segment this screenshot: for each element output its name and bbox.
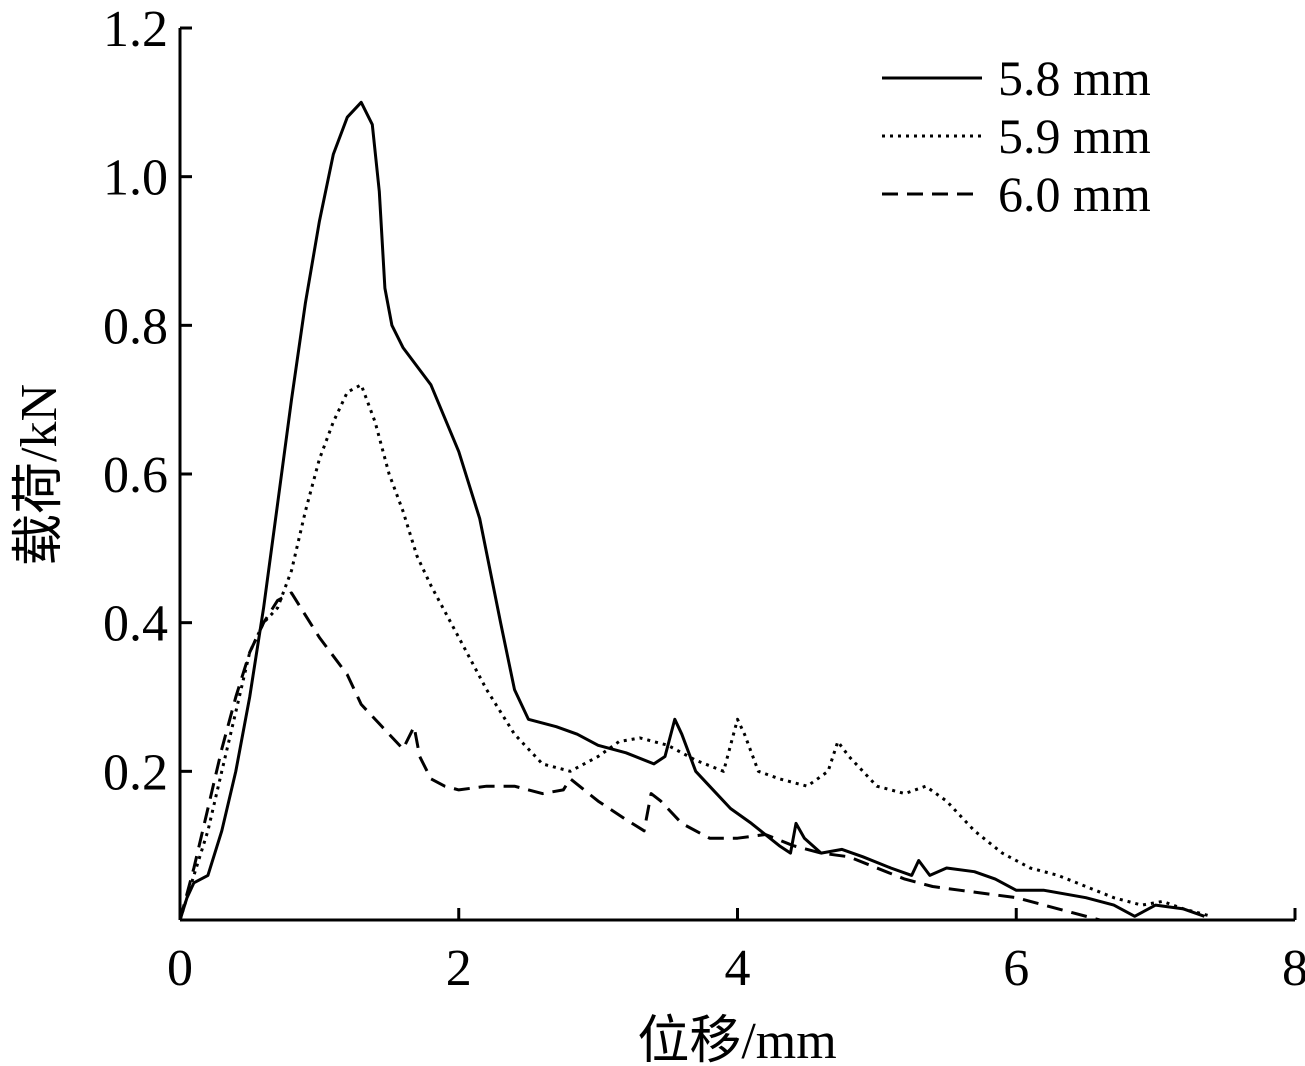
x-axis-title: 位移/mm bbox=[637, 1013, 836, 1066]
y-tick-label: 1.2 bbox=[103, 1, 168, 58]
x-tick-label: 0 bbox=[167, 940, 193, 997]
legend-label-2: 5.9 mm bbox=[998, 108, 1151, 164]
x-tick-label: 6 bbox=[1003, 940, 1029, 997]
y-tick-label: 0.8 bbox=[103, 298, 168, 355]
y-tick-label: 0.6 bbox=[103, 447, 168, 504]
y-tick-label: 1.0 bbox=[103, 150, 168, 207]
y-tick-label: 0.4 bbox=[103, 596, 168, 653]
y-tick-label: 0.2 bbox=[103, 744, 168, 801]
ticks bbox=[178, 26, 1297, 920]
plot-lines bbox=[178, 100, 1212, 922]
series-line-2 bbox=[178, 383, 1212, 921]
x-tick-label: 2 bbox=[446, 940, 472, 997]
x-tick-label: 8 bbox=[1282, 940, 1305, 997]
series-line-3 bbox=[178, 591, 1101, 922]
y-axis-title: 载荷/kN bbox=[11, 384, 68, 566]
legend: 5.8 mm5.9 mm6.0 mm bbox=[882, 50, 1151, 222]
legend-label-1: 5.8 mm bbox=[998, 50, 1151, 106]
series-line-1 bbox=[178, 100, 1205, 921]
x-tick-label: 4 bbox=[725, 940, 751, 997]
legend-label-3: 6.0 mm bbox=[998, 166, 1151, 222]
tick-labels: 0 2 4 6 8 0.2 0.4 0.6 0.8 1.0 1.2 bbox=[103, 1, 1305, 997]
